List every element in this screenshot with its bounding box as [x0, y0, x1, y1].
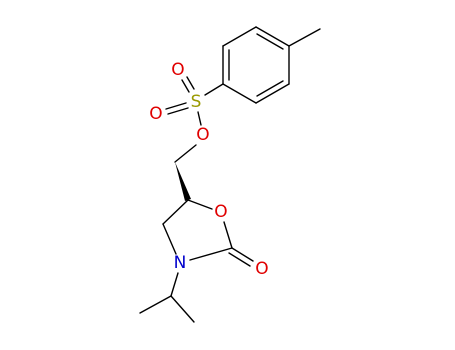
atom-label: O [255, 259, 268, 279]
bond [174, 144, 197, 163]
bond [228, 252, 251, 267]
bond [256, 33, 284, 50]
bond [197, 111, 202, 126]
atom-label: O [171, 60, 184, 80]
bond [231, 247, 254, 262]
bond [187, 199, 213, 210]
atom-label: N [174, 253, 187, 273]
bond [255, 83, 290, 104]
atom-label: O [149, 104, 162, 124]
bond [255, 26, 290, 47]
bond [222, 83, 257, 104]
bond [181, 79, 190, 93]
bond [139, 295, 172, 314]
bond [222, 26, 257, 47]
wedge-bond [175, 162, 191, 201]
bond [167, 107, 189, 115]
bond [186, 76, 195, 90]
bond [162, 223, 177, 255]
atom-label: S [191, 92, 202, 112]
bond [204, 83, 224, 96]
bond [189, 247, 233, 261]
bond [170, 272, 179, 297]
bond [256, 80, 284, 97]
bond [165, 102, 187, 110]
bond [223, 221, 233, 249]
bond [288, 28, 321, 47]
atom-labels: O O S O O O N [149, 60, 268, 279]
atom-label: O [196, 125, 209, 145]
atom-label: O [214, 202, 227, 222]
bond [170, 295, 195, 323]
bonds [139, 26, 321, 323]
bond [162, 199, 189, 225]
